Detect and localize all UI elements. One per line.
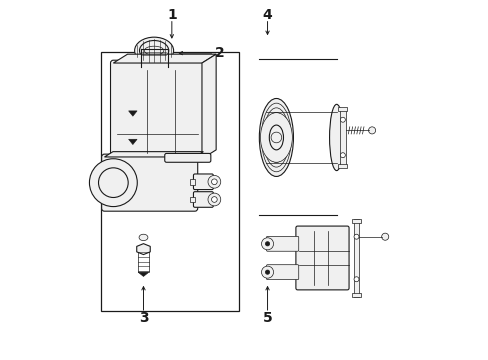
Circle shape: [98, 168, 128, 198]
Bar: [338, 164, 346, 168]
Ellipse shape: [329, 104, 343, 171]
FancyBboxPatch shape: [102, 154, 197, 211]
Polygon shape: [113, 54, 216, 63]
Circle shape: [270, 132, 281, 143]
Text: 5: 5: [262, 311, 272, 325]
Bar: [340, 109, 345, 166]
Circle shape: [207, 175, 220, 188]
Circle shape: [211, 179, 217, 185]
Ellipse shape: [144, 46, 163, 55]
Ellipse shape: [134, 37, 173, 64]
Circle shape: [89, 159, 137, 207]
Circle shape: [368, 127, 375, 134]
Polygon shape: [202, 54, 216, 159]
Polygon shape: [138, 272, 148, 276]
FancyBboxPatch shape: [164, 153, 210, 162]
Circle shape: [353, 277, 358, 282]
Circle shape: [353, 234, 358, 239]
FancyBboxPatch shape: [266, 265, 298, 280]
Circle shape: [381, 233, 388, 240]
Bar: [189, 179, 195, 185]
Polygon shape: [104, 152, 203, 157]
Circle shape: [265, 242, 269, 246]
Circle shape: [340, 153, 345, 158]
Text: 3: 3: [139, 311, 148, 325]
Text: 2: 2: [214, 46, 224, 60]
Bar: [338, 107, 346, 111]
Circle shape: [261, 266, 273, 278]
Circle shape: [265, 270, 269, 274]
Bar: [351, 219, 361, 222]
Bar: [101, 53, 239, 311]
FancyBboxPatch shape: [110, 60, 204, 162]
Bar: [189, 197, 195, 202]
Polygon shape: [137, 244, 150, 255]
Text: 1: 1: [166, 8, 176, 22]
Circle shape: [211, 197, 217, 202]
FancyBboxPatch shape: [193, 174, 213, 190]
FancyBboxPatch shape: [193, 192, 213, 207]
Circle shape: [340, 117, 345, 122]
Bar: [354, 219, 358, 297]
FancyBboxPatch shape: [266, 237, 298, 251]
Ellipse shape: [139, 41, 168, 61]
FancyBboxPatch shape: [295, 226, 348, 290]
Polygon shape: [128, 111, 137, 116]
Text: 4: 4: [262, 8, 272, 22]
Polygon shape: [128, 139, 137, 145]
Ellipse shape: [269, 125, 283, 150]
Circle shape: [207, 193, 220, 206]
Circle shape: [261, 238, 273, 250]
Bar: [351, 293, 361, 297]
Ellipse shape: [139, 234, 147, 240]
Ellipse shape: [260, 113, 292, 162]
Ellipse shape: [259, 99, 293, 176]
